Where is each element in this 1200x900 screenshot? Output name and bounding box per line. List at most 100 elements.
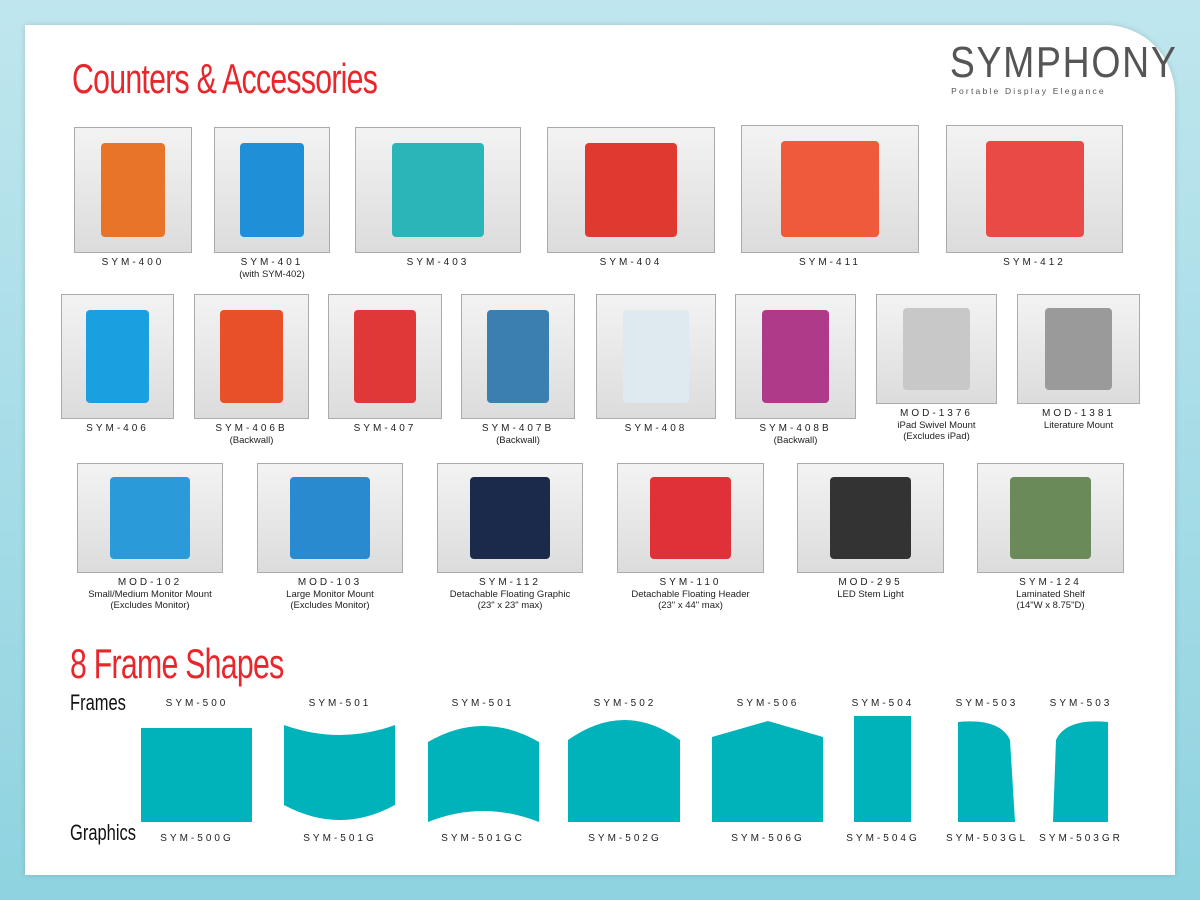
product-code: SYM-406B [215,423,288,434]
frame-code: SYM-502 [593,698,657,709]
product-graphic [353,309,417,404]
product-image [461,294,575,419]
product-image [194,294,309,419]
product-description: (Backwall) [496,434,540,446]
product-code: MOD-295 [838,577,903,588]
product-label: MOD-1381 Literature Mount [994,408,1164,431]
product-code: SYM-404 [599,257,663,268]
product-label: SYM-124 Laminated Shelf (14"W x 8.75"D) [966,577,1136,612]
product-graphic [100,142,166,238]
product-code: MOD-102 [117,577,183,588]
product-image [355,127,521,253]
frame-code: SYM-503 [1049,698,1113,709]
product-code: SYM-406 [86,423,149,434]
product-label: SYM-112 Detachable Floating Graphic (23" x… [425,577,595,612]
product-description: (with SYM-402) [239,268,305,280]
product-label: SYM-412 [950,257,1120,269]
frame-code: SYM-503 [955,698,1019,709]
product-graphic [219,309,284,404]
product-graphic [762,309,829,404]
product-image [876,294,997,404]
product-description: Literature Mount [1043,419,1114,431]
product-image [741,125,919,253]
frame-code: SYM-504 [851,698,915,709]
frame-code: SYM-500 [165,698,229,709]
product-graphic [1009,476,1092,560]
frame-shape [428,726,539,822]
product-image [977,463,1124,573]
product-code: MOD-1381 [1042,408,1115,419]
product-description: LED Stem Light [837,588,904,600]
product-label: SYM-403 [353,257,523,269]
frame-shape [141,728,252,822]
product-label: MOD-102 Small/Medium Monitor Mount (Exclud… [65,577,235,612]
frame-shape [1053,721,1108,822]
product-image [328,294,442,419]
frame-shape [958,721,1015,822]
frames-label: Frames [70,690,126,715]
product-description: Small/Medium Monitor Mount [88,588,212,600]
product-code: SYM-408 [624,423,688,434]
product-label: SYM-110 Detachable Floating Header (23" x … [606,577,776,612]
product-code: SYM-403 [406,257,470,268]
product-label: SYM-407B (Backwall) [433,423,603,446]
product-label: SYM-406 [33,423,203,435]
product-code: SYM-401 [240,257,304,268]
graphic-code: SYM-501GC [441,833,525,844]
frame-shape [854,716,911,822]
product-label: MOD-103 Large Monitor Mount (Excludes Moni… [245,577,415,612]
product-label: MOD-1376 iPad Swivel Mount (Excludes iPad) [852,408,1022,443]
product-graphic [985,141,1084,237]
product-label: SYM-404 [546,257,716,269]
product-graphic [486,309,550,404]
frame-shape [568,720,680,822]
product-image [596,294,716,419]
frame-code: SYM-501 [451,698,515,709]
product-image [617,463,764,573]
product-graphic [780,141,880,237]
product-graphic [240,142,304,238]
product-graphic [584,142,678,238]
product-label: SYM-408 [571,423,741,435]
product-graphic [469,476,551,560]
product-image [437,463,583,573]
graphic-code: SYM-503GR [1039,833,1123,844]
product-graphic [903,307,970,391]
product-image [61,294,174,419]
frame-code: SYM-506 [736,698,800,709]
product-label: SYM-407 [300,423,470,435]
product-image [946,125,1123,253]
product-label: SYM-400 [48,257,218,269]
graphic-code: SYM-506G [731,833,805,844]
product-description: Large Monitor Mount [286,588,374,600]
product-graphic [86,309,149,404]
product-image [77,463,223,573]
product-label: SYM-406B (Backwall) [167,423,337,446]
product-description: (23" x 23" max) [477,600,543,611]
product-code: SYM-408B [759,423,832,434]
frame-shape [284,725,395,820]
product-image [735,294,856,419]
product-code: SYM-400 [101,257,165,268]
product-label: SYM-411 [745,257,915,269]
product-label: SYM-408B (Backwall) [711,423,881,446]
product-code: SYM-412 [1003,257,1066,268]
product-image [547,127,715,253]
product-description: Detachable Floating Graphic [449,588,571,600]
product-description: (Excludes Monitor) [110,600,190,611]
product-code: SYM-411 [799,257,861,268]
product-code: SYM-112 [479,577,541,588]
graphic-code: SYM-500G [160,833,234,844]
graphic-code: SYM-501G [303,833,377,844]
product-description: Detachable Floating Header [631,588,750,600]
product-label: SYM-401 (with SYM-402) [187,257,357,280]
page-title: Counters & Accessories [72,55,378,102]
product-description: (Excludes iPad) [903,431,970,442]
frames-section-title: 8 Frame Shapes [70,640,284,687]
product-graphic [649,476,732,560]
product-image [797,463,944,573]
product-graphic [289,476,371,560]
product-image [257,463,403,573]
product-description: iPad Swivel Mount [897,419,976,431]
